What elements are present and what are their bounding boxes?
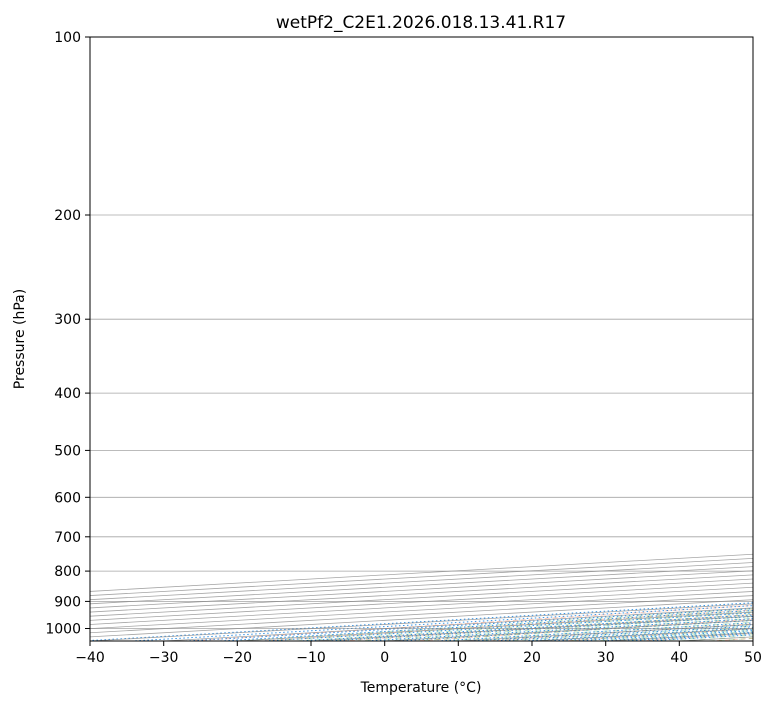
y-tick-label: 200 — [54, 208, 81, 224]
x-tick-label: 0 — [380, 650, 389, 666]
y-tick-label: 100 — [54, 30, 81, 46]
y-axis: 100 200 300 400 500 600 700 800 900 1000 — [45, 30, 90, 638]
y-tick-label: 700 — [54, 530, 81, 546]
plot-frame — [89, 36, 754, 642]
y-tick-label: 1000 — [45, 622, 81, 638]
chart-title: wetPf2_C2E1.2026.018.13.41.R17 — [276, 13, 566, 33]
mixing-ratio-line — [185, 608, 753, 641]
x-tick-label: −40 — [75, 650, 105, 666]
x-tick-label: 30 — [597, 650, 615, 666]
x-tick-label: −20 — [223, 650, 253, 666]
x-axis-label: Temperature (°C) — [360, 680, 482, 696]
x-tick-label: 20 — [523, 650, 541, 666]
y-tick-label: 300 — [54, 312, 81, 328]
grid-lines — [90, 37, 753, 641]
y-tick-label: 800 — [54, 564, 81, 580]
background-lines — [90, 602, 753, 641]
y-tick-label: 600 — [54, 490, 81, 506]
y-tick-label: 400 — [54, 386, 81, 402]
x-tick-label: −10 — [296, 650, 326, 666]
y-axis-label: Pressure (hPa) — [12, 289, 28, 389]
x-axis: −40 −30 −20 −10 0 10 20 30 40 50 — [75, 641, 762, 666]
y-tick-label: 900 — [54, 594, 81, 610]
x-tick-label: 40 — [670, 650, 688, 666]
y-tick-label: 500 — [54, 443, 81, 459]
x-tick-label: 10 — [449, 650, 467, 666]
x-tick-label: −30 — [149, 650, 179, 666]
x-tick-label: 50 — [744, 650, 762, 666]
